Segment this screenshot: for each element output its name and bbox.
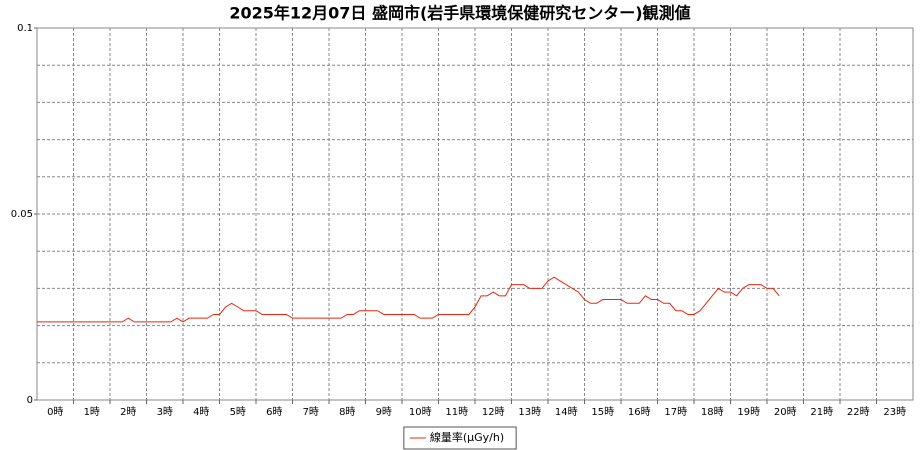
legend-box (403, 426, 517, 450)
x-tick-label: 22時 (847, 406, 870, 418)
x-tick-label: 21時 (810, 406, 833, 418)
x-tick-label: 7時 (303, 406, 319, 418)
x-tick-label: 13時 (518, 406, 541, 418)
x-tick-label: 10時 (409, 406, 432, 418)
x-tick-label: 3時 (157, 406, 173, 418)
y-tick-label: 0.1 (17, 23, 33, 34)
x-tick-label: 5時 (230, 406, 246, 418)
x-tick-label: 23時 (883, 406, 906, 418)
data-line (37, 276, 780, 323)
x-tick-label: 9時 (376, 406, 392, 418)
x-tick-label: 2時 (120, 406, 136, 418)
x-tick-label: 0時 (47, 406, 63, 418)
legend: 線量率(μGy/h) (403, 426, 517, 450)
y-tick-label: 0.05 (11, 209, 33, 220)
x-tick-label: 19時 (737, 406, 760, 418)
x-tick-label: 20時 (774, 406, 797, 418)
x-tick-label: 8時 (339, 406, 355, 418)
legend-label: 線量率(μGy/h) (430, 430, 504, 444)
x-tick-label: 4時 (193, 406, 209, 418)
x-tick-label: 15時 (591, 406, 614, 418)
y-tick-label: 0 (27, 395, 33, 406)
x-tick-label: 16時 (628, 406, 651, 418)
x-tick-label: 1時 (84, 406, 100, 418)
x-tick-label: 17時 (664, 406, 687, 418)
chart-title: 2025年12月07日 盛岡市(岩手県環境保健研究センター)観測値 (229, 4, 690, 23)
x-tick-label: 18時 (701, 406, 724, 418)
x-tick-label: 6時 (266, 406, 282, 418)
x-tick-label: 14時 (555, 406, 578, 418)
x-tick-label: 11時 (445, 406, 468, 418)
x-tick-label: 12時 (482, 406, 505, 418)
